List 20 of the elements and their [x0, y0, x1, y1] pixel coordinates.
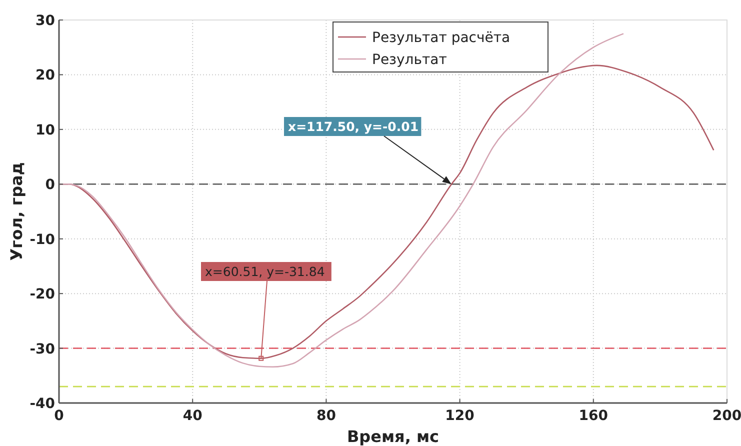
y-tick-label: 10	[36, 122, 56, 138]
y-tick-label: 20	[36, 68, 56, 84]
x-tick-label: 200	[712, 408, 741, 424]
y-tick-label: 0	[45, 177, 56, 194]
x-axis-title: Время, мс	[346, 427, 440, 446]
x-tick-label: 160	[578, 408, 608, 424]
annotation: x=117.50, y=-0.01	[288, 119, 419, 134]
x-tick-label: 80	[316, 408, 336, 424]
line-series	[58, 33, 624, 368]
y-tick-label: -20	[30, 286, 56, 303]
legend-label: Результат	[372, 52, 447, 68]
x-tick-label: 120	[445, 408, 475, 424]
x-tick-label: 40	[182, 408, 203, 424]
y-tick-label: 30	[36, 13, 56, 29]
y-axis-title: Угол, град	[7, 162, 26, 261]
legend-label: Результат расчёта	[372, 30, 510, 46]
y-tick-label: -30	[30, 341, 56, 358]
y-tick-label: -10	[30, 232, 56, 248]
annotation: x=60.51, y=-31.84	[205, 264, 325, 279]
y-tick-label: -40	[30, 396, 56, 412]
